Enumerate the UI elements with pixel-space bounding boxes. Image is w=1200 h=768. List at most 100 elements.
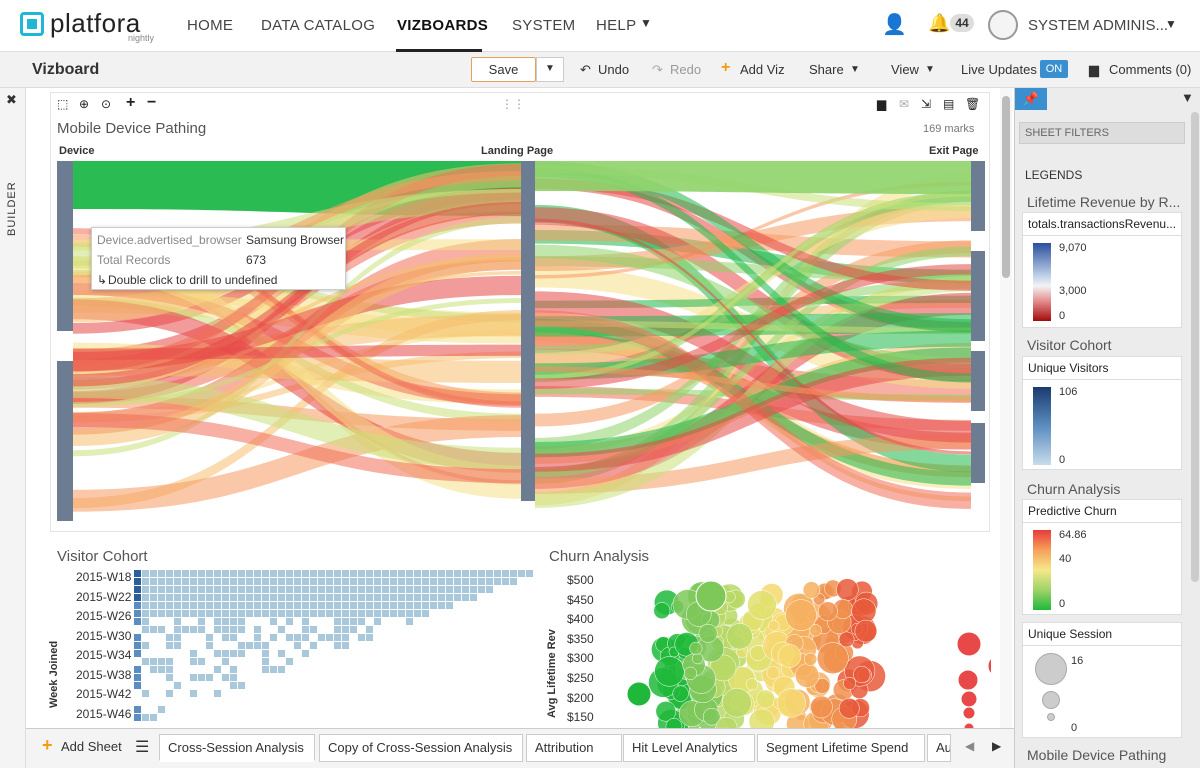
cohort-cell[interactable] [246, 610, 253, 617]
cohort-cell[interactable] [278, 650, 285, 657]
cohort-cell[interactable] [270, 594, 277, 601]
cohort-cell[interactable] [214, 610, 221, 617]
scroll-thumb[interactable] [1002, 96, 1010, 278]
cohort-cell[interactable] [142, 610, 149, 617]
cohort-cell[interactable] [270, 634, 277, 641]
cohort-cell[interactable] [286, 618, 293, 625]
cohort-cell[interactable] [326, 578, 333, 585]
cohort-cell[interactable] [302, 610, 309, 617]
churn-scatter[interactable] [601, 568, 991, 728]
cohort-cell[interactable] [190, 586, 197, 593]
churn-point[interactable] [768, 620, 780, 632]
sankey-flow[interactable] [73, 412, 521, 484]
cohort-cell[interactable] [366, 594, 373, 601]
cohort-cell[interactable] [158, 658, 165, 665]
sankey-flow[interactable] [535, 366, 971, 403]
churn-point[interactable] [747, 590, 777, 620]
cohort-cell[interactable] [230, 634, 237, 641]
cohort-cell[interactable] [438, 578, 445, 585]
cohort-cell[interactable] [302, 650, 309, 657]
cohort-cell[interactable] [318, 634, 325, 641]
cohort-cell[interactable] [230, 602, 237, 609]
cohort-cell[interactable] [294, 570, 301, 577]
cohort-cell[interactable] [510, 578, 517, 585]
cohort-cell[interactable] [190, 610, 197, 617]
cohort-cell[interactable] [470, 594, 477, 601]
cohort-cell[interactable] [342, 618, 349, 625]
churn-point[interactable] [818, 601, 838, 622]
cohort-cell[interactable] [214, 650, 221, 657]
cohort-cell[interactable] [254, 626, 261, 633]
cohort-cell[interactable] [222, 618, 229, 625]
cohort-cell[interactable] [206, 602, 213, 609]
cohort-cell[interactable] [374, 594, 381, 601]
cohort-cell[interactable] [214, 586, 221, 593]
cohort-cell[interactable] [254, 602, 261, 609]
sankey-flow[interactable] [535, 167, 971, 383]
cohort-cell[interactable] [462, 586, 469, 593]
notifications-bell-icon[interactable]: 🔔 [928, 13, 951, 33]
cohort-cell[interactable] [366, 586, 373, 593]
cohort-cell[interactable] [134, 674, 141, 681]
cohort-cell[interactable] [486, 586, 493, 593]
cohort-cell[interactable] [446, 570, 453, 577]
cohort-cell[interactable] [334, 586, 341, 593]
cohort-cell[interactable] [142, 690, 149, 697]
cohort-cell[interactable] [198, 602, 205, 609]
sankey-chart[interactable] [57, 161, 985, 521]
cohort-cell[interactable] [182, 586, 189, 593]
cohort-cell[interactable] [502, 570, 509, 577]
cohort-cell[interactable] [302, 602, 309, 609]
churn-point[interactable] [653, 602, 671, 620]
churn-point[interactable] [854, 619, 878, 643]
cohort-cell[interactable] [502, 578, 509, 585]
cohort-cell[interactable] [198, 570, 205, 577]
cohort-cell[interactable] [310, 570, 317, 577]
cohort-cell[interactable] [294, 602, 301, 609]
cohort-cell[interactable] [334, 578, 341, 585]
cohort-cell[interactable] [158, 578, 165, 585]
cohort-cell[interactable] [302, 594, 309, 601]
cohort-cell[interactable] [478, 578, 485, 585]
live-updates-toggle[interactable]: ON [1040, 60, 1068, 78]
cohort-cell[interactable] [286, 586, 293, 593]
cohort-cell[interactable] [142, 642, 149, 649]
cohort-cell[interactable] [230, 618, 237, 625]
cohort-cell[interactable] [358, 578, 365, 585]
tab-cross-session-analysis[interactable]: Cross-Session Analysis [159, 734, 315, 762]
cohort-cell[interactable] [198, 578, 205, 585]
cohort-cell[interactable] [486, 578, 493, 585]
cohort-cell[interactable] [246, 586, 253, 593]
churn-point[interactable] [960, 690, 978, 708]
cohort-cell[interactable] [166, 602, 173, 609]
delete-icon[interactable]: 🗑 [965, 97, 981, 111]
cohort-cell[interactable] [414, 586, 421, 593]
filter-icon[interactable]: ▼ [1181, 90, 1194, 105]
cohort-cell[interactable] [334, 642, 341, 649]
cohort-cell[interactable] [390, 602, 397, 609]
cohort-cell[interactable] [382, 578, 389, 585]
churn-point[interactable] [838, 697, 860, 719]
cohort-cell[interactable] [174, 594, 181, 601]
cohort-cell[interactable] [174, 682, 181, 689]
cohort-cell[interactable] [158, 626, 165, 633]
cohort-cell[interactable] [134, 634, 141, 641]
cohort-cell[interactable] [398, 610, 405, 617]
nav-vizboards[interactable]: VIZBOARDS [397, 17, 489, 34]
cohort-cell[interactable] [342, 610, 349, 617]
cohort-cell[interactable] [342, 642, 349, 649]
churn-point[interactable] [683, 666, 698, 680]
help-dropdown-icon[interactable]: ▼ [640, 16, 652, 30]
cohort-cell[interactable] [310, 594, 317, 601]
churn-point[interactable] [745, 678, 759, 691]
cohort-cell[interactable] [246, 602, 253, 609]
cohort-cell[interactable] [230, 570, 237, 577]
cohort-cell[interactable] [142, 714, 149, 721]
cohort-cell[interactable] [278, 626, 285, 633]
churn-point[interactable] [838, 631, 855, 648]
cohort-cell[interactable] [366, 570, 373, 577]
redo-button[interactable]: Redo [670, 62, 702, 77]
sankey-flow[interactable] [535, 161, 971, 332]
cohort-cell[interactable] [278, 586, 285, 593]
cohort-cell[interactable] [214, 666, 221, 673]
